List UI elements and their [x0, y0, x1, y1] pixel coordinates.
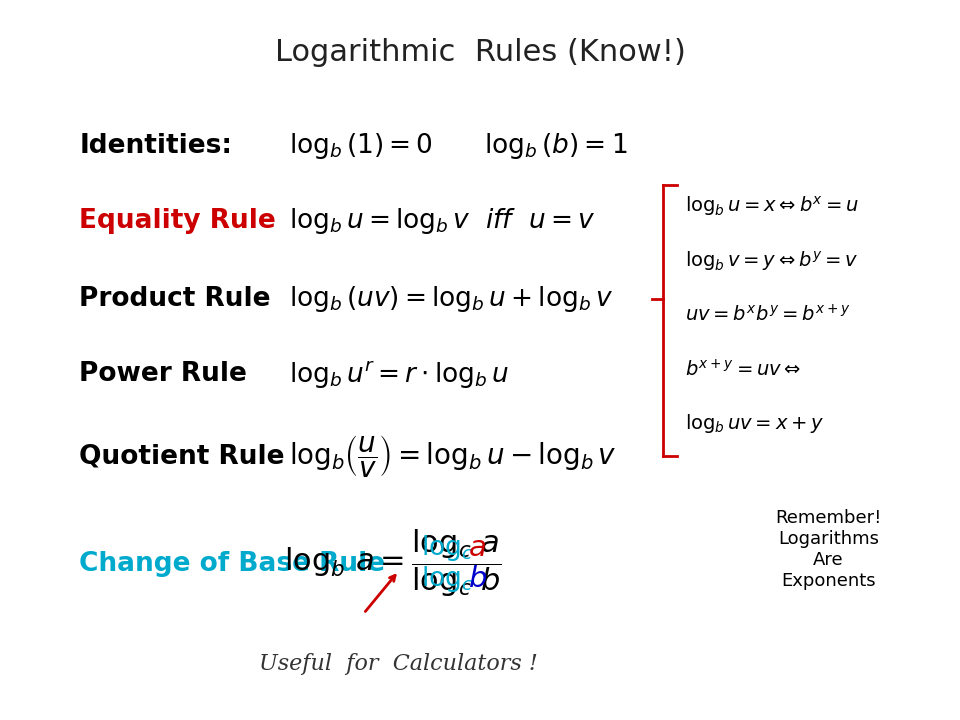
- Text: $\log_{b}\, a = \dfrac{\log_c \, a}{\log_c \, b}$: $\log_{b}\, a = \dfrac{\log_c \, a}{\log…: [284, 528, 502, 599]
- Text: Identities:: Identities:: [79, 132, 232, 158]
- Text: $\log_b(1) = 0 \quad\quad \log_b(b) = 1$: $\log_b(1) = 0 \quad\quad \log_b(b) = 1$: [289, 130, 628, 161]
- Text: $\log_b u = x \Leftrightarrow b^x = u$: $\log_b u = x \Leftrightarrow b^x = u$: [685, 194, 859, 218]
- Text: Product Rule: Product Rule: [79, 287, 271, 312]
- Text: $\log_b\!\left(\dfrac{u}{v}\right) = \log_b u - \log_b v$: $\log_b\!\left(\dfrac{u}{v}\right) = \lo…: [289, 433, 617, 480]
- Text: $\log_c$: $\log_c$: [420, 533, 473, 563]
- Text: Change of Base Rule: Change of Base Rule: [79, 551, 385, 577]
- Text: $uv = b^x b^y = b^{x+y}$: $uv = b^x b^y = b^{x+y}$: [685, 305, 851, 325]
- Text: Power Rule: Power Rule: [79, 361, 247, 387]
- Text: $\log_c$: $\log_c$: [420, 564, 473, 594]
- Text: Quotient Rule: Quotient Rule: [79, 444, 284, 469]
- Text: $\log_b v = y \Leftrightarrow b^y = v$: $\log_b v = y \Leftrightarrow b^y = v$: [685, 248, 858, 273]
- Text: $\log_b u = \log_b v \ \ iff \ \ u = v$: $\log_b u = \log_b v \ \ iff \ \ u = v$: [289, 206, 595, 235]
- Text: $\log_b u^r = r \cdot \log_b u$: $\log_b u^r = r \cdot \log_b u$: [289, 359, 509, 390]
- Text: Logarithmic  Rules (Know!): Logarithmic Rules (Know!): [275, 38, 685, 67]
- Text: $a$: $a$: [468, 534, 486, 562]
- Text: $\log_b uv = x + y$: $\log_b uv = x + y$: [685, 412, 825, 435]
- Text: Remember!
Logarithms
Are
Exponents: Remember! Logarithms Are Exponents: [775, 509, 881, 590]
- Text: $b^{x+y} = uv \Leftrightarrow$: $b^{x+y} = uv \Leftrightarrow$: [685, 359, 802, 380]
- Text: Useful  for  Calculators !: Useful for Calculators !: [259, 652, 539, 675]
- Text: $\log_b(uv) = \log_b u + \log_b v$: $\log_b(uv) = \log_b u + \log_b v$: [289, 284, 613, 314]
- Text: Equality Rule: Equality Rule: [79, 207, 276, 234]
- Text: $b$: $b$: [468, 565, 487, 593]
